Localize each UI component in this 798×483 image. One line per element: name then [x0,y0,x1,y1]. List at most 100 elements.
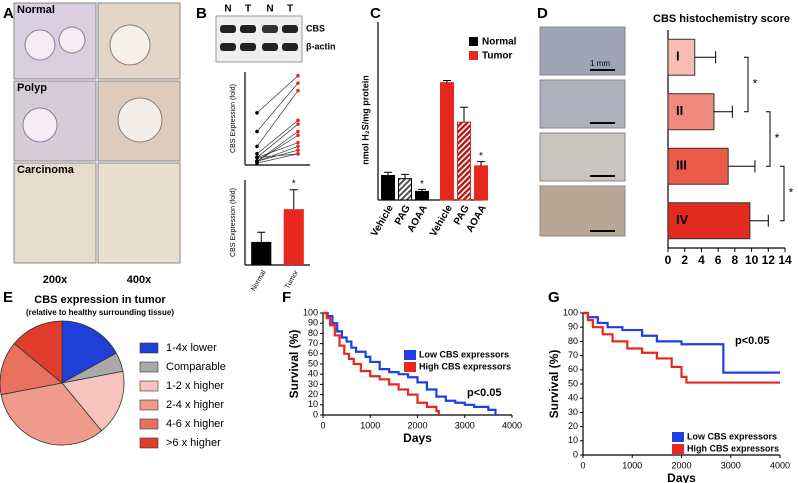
x-tick-label: 12 [762,253,776,267]
legend-swatch [469,37,478,46]
annotation: * [420,179,424,190]
annotation: * [479,151,483,162]
legend-swatch [469,51,478,60]
legend-swatch [139,418,159,430]
pair-point [296,152,300,156]
pair-point [255,159,259,164]
pair-line [256,120,299,155]
col-label: 400x [127,274,152,286]
x-tick-label: 2 [681,253,688,267]
y-tick-label: 60 [308,348,318,358]
pair-point [255,111,259,115]
legend-label: Low CBS expressors [419,349,509,359]
significance-bracket [766,111,771,167]
significance-label: * [789,186,794,200]
y-tick-label: 80 [308,328,318,338]
col-label: 200x [43,274,68,286]
error-bar [443,80,451,83]
pair-point [296,81,300,85]
x-tick-label: 4000 [502,420,522,430]
pair-point [296,144,300,149]
y-tick-label: 50 [308,358,318,368]
x-tick-label: Vehicle [428,203,455,239]
lane-label: T [287,4,293,15]
legend-swatch [139,380,159,392]
legend-swatch [404,350,416,360]
x-tick-label: 3000 [455,420,475,430]
x-axis-label: Days [667,471,696,483]
significance-label: * [775,131,780,145]
panel-letter: E [3,289,13,306]
pie-slice [61,320,117,384]
legend-swatch [139,361,159,373]
lane-label: T [245,4,251,15]
y-tick-label: 30 [308,379,318,389]
pair-point [296,133,300,138]
y-tick-label: 0 [573,449,578,459]
bar [667,38,696,76]
micrographs-a [13,2,181,264]
panel-letter: D [537,5,548,22]
pair-point [255,152,259,156]
error-bar [749,214,769,227]
x-tick-label: 0 [580,460,585,470]
row-label: Polyp [17,82,47,94]
y-axis-label: CBS Expression (fold) [230,84,237,153]
x-tick-label: Vehicle [369,203,396,239]
chart-title: CBS expression in tumor [34,294,166,306]
annotation: * [292,178,296,189]
y-tick-label: 20 [308,389,318,399]
y-tick-label: 50 [568,378,578,388]
y-tick-label: IV [676,212,689,227]
row-label: Normal [17,4,55,16]
legend-label: 4-6 x higher [166,418,224,430]
bar [457,121,471,201]
error-bar [401,173,409,179]
significance-bracket [780,165,785,222]
pair-line [256,131,299,162]
pair-point [255,144,259,149]
pair-line [256,153,299,158]
pair-point [255,155,259,160]
y-tick-label: 100 [563,307,578,317]
y-tick-label: 100 [303,307,318,317]
panel-letter: G [548,289,560,306]
annotation: p<0.05 [735,335,770,347]
legend-label: >6 x higher [166,437,221,449]
error-bar [694,51,717,64]
chart-title: CBS histochemistry score [653,13,790,25]
legend-swatch [672,432,684,442]
legend-label: 1-2 x higher [166,380,224,392]
significance-label: * [753,77,758,91]
error-bar [418,188,426,192]
y-tick-label: 0 [313,409,318,419]
x-tick-label: 0 [665,253,672,267]
annotation: p<0.05 [467,387,502,399]
pair-line [256,75,299,114]
error-bar [728,160,756,173]
survival-curve [583,311,780,374]
scale-label: 1 mm [590,59,610,68]
bar [667,93,715,131]
x-tick-label: 10 [745,253,759,267]
legend-swatch [672,444,684,454]
y-axis-label: CBS Expression (fold) [230,188,237,257]
error-bar [477,161,485,166]
error-bar [289,189,298,210]
error-bar [257,231,266,242]
x-tick-label: 8 [732,253,739,267]
y-tick-label: 90 [308,318,318,328]
panel-letter: B [196,5,207,22]
bar [474,165,488,201]
survival-curve [323,311,440,415]
x-tick-label: Normal [250,269,268,292]
y-axis-label: nmol H₂S/mg protein [360,75,370,165]
error-bar [713,105,733,118]
survival-curve [583,311,780,384]
x-tick-label: 3000 [721,460,741,470]
pair-line [256,123,299,158]
pie-slice [0,342,63,396]
micrographs-d [539,26,626,237]
pair-point [296,118,300,123]
